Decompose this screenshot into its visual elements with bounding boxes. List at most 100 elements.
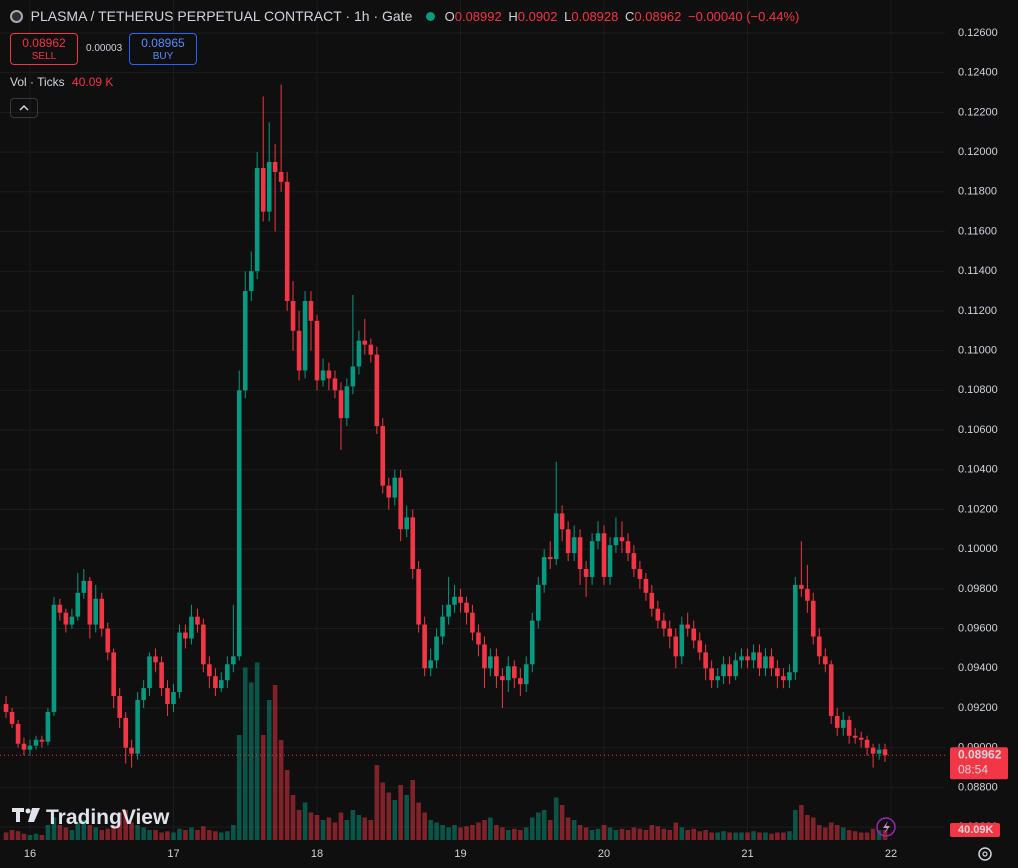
candle-body — [9, 711, 15, 724]
y-tick-label: 0.11600 — [958, 225, 997, 237]
sell-label: SELL — [31, 51, 57, 62]
spread: 0.00003 — [86, 43, 123, 54]
volume-bar — [816, 825, 822, 840]
volume-bar — [398, 785, 403, 840]
volume-bar — [296, 810, 302, 840]
x-tick-label: 17 — [167, 848, 179, 860]
volume-bar — [840, 827, 846, 840]
candle-body — [661, 620, 667, 629]
candle-body — [512, 666, 517, 679]
volume-bar — [254, 662, 260, 840]
x-tick-label: 20 — [598, 848, 610, 860]
volume-bar — [290, 795, 296, 840]
sell-button[interactable]: 0.08962 SELL — [10, 33, 78, 65]
volume-bar — [685, 830, 690, 840]
ohlc-c-value: 0.08962 — [634, 9, 682, 24]
candle-body — [434, 636, 439, 661]
logo: TradingView — [12, 806, 169, 830]
volume-bar — [386, 792, 392, 840]
buy-button[interactable]: 0.08965 BUY — [129, 33, 197, 65]
candle-body — [296, 330, 302, 371]
volume-bar — [422, 812, 427, 840]
x-tick-label: 19 — [454, 848, 466, 860]
candle-body — [422, 624, 427, 669]
candle-body — [637, 569, 643, 579]
candle-body — [852, 735, 858, 738]
candle-body — [153, 656, 158, 663]
volume-bar — [3, 832, 9, 840]
volume-bar — [870, 828, 876, 840]
ohlc-h-value: 0.0902 — [517, 9, 558, 24]
ohlc-o-value: 0.08992 — [454, 9, 502, 24]
volume-bar — [27, 835, 33, 840]
volume-bar — [727, 832, 732, 840]
volume-bar — [553, 797, 559, 840]
volume-bar — [231, 825, 236, 840]
collapse-button[interactable] — [10, 98, 38, 118]
volume-bar — [159, 832, 164, 840]
volume-bar — [745, 832, 750, 840]
x-tick-label: 22 — [885, 848, 897, 860]
candle-body — [565, 529, 571, 554]
candle-body — [141, 688, 146, 701]
volume-bar — [350, 810, 356, 840]
volume-bar — [165, 831, 170, 840]
volume-bar — [266, 700, 272, 840]
volume-bar — [446, 827, 451, 840]
volume-bar — [93, 827, 99, 840]
volume-bar — [81, 820, 87, 840]
y-tick-label: 0.10000 — [958, 543, 998, 555]
candle-body — [380, 426, 386, 486]
y-tick-label: 0.12200 — [958, 106, 998, 118]
volume-bar — [577, 825, 583, 840]
candle-body — [350, 366, 356, 387]
volume-bar — [302, 802, 308, 840]
volume-bar — [380, 782, 386, 840]
candle-body — [745, 656, 750, 661]
candle-body — [464, 602, 469, 613]
volume-bar — [488, 817, 493, 840]
candle-body — [679, 624, 685, 657]
volume-bar — [649, 825, 655, 840]
volume-bar — [242, 667, 248, 840]
volume-bar — [195, 830, 200, 840]
volume-bar — [482, 820, 487, 840]
volume-bar — [494, 825, 499, 840]
volume-bar — [362, 817, 368, 840]
y-tick-label: 0.10600 — [958, 424, 998, 436]
y-tick-label: 0.11200 — [958, 305, 997, 317]
candle-body — [15, 723, 21, 744]
volume-bar — [709, 832, 714, 840]
x-tick-label: 16 — [24, 848, 36, 860]
candle-body — [392, 477, 398, 498]
volume-bar — [529, 817, 535, 840]
logo-text: TradingView — [46, 806, 170, 829]
volume-bar — [171, 832, 176, 840]
candle-body — [781, 676, 786, 681]
candle-body — [344, 386, 350, 419]
volume-bar — [392, 800, 398, 840]
candle-body — [225, 664, 230, 681]
volume-bar — [278, 740, 284, 840]
volume-bar — [679, 827, 685, 840]
volume-bar — [57, 825, 63, 840]
candle-body — [601, 533, 607, 577]
ohlc-h: H — [508, 9, 518, 24]
volume-bar — [45, 825, 51, 840]
candle-body — [685, 624, 690, 629]
volume-legend: Vol · Ticks 40.09 K — [10, 75, 113, 89]
candle-body — [242, 291, 248, 391]
settings-icon — [978, 847, 992, 861]
volume-bar — [667, 830, 673, 840]
candle-body — [828, 664, 834, 716]
volume-bar — [39, 835, 45, 840]
y-tick-label: 0.09200 — [958, 702, 998, 714]
volume-tag-label: 40.09K — [958, 824, 994, 836]
candle-body — [63, 612, 69, 625]
candle-body — [523, 664, 529, 685]
volume-bar — [332, 822, 338, 840]
candle-body — [254, 167, 260, 272]
candle-body — [3, 704, 9, 712]
candle-body — [763, 656, 768, 669]
